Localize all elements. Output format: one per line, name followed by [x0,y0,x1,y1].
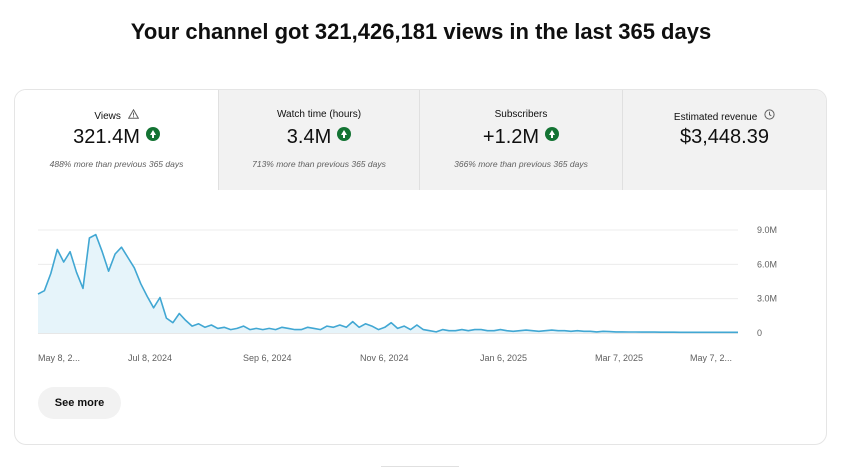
tab-watch-time-comparison: 713% more than previous 365 days [252,159,386,169]
x-tick-label: Mar 7, 2025 [595,353,643,363]
overview-card: Views 321.4M 488% more than previous 365… [14,89,827,445]
tab-revenue[interactable]: Estimated revenue $3,448.39 [623,90,826,190]
see-more-button[interactable]: See more [38,387,121,419]
tab-views-label: Views [94,111,121,122]
views-line [37,233,738,334]
tab-watch-time-label: Watch time (hours) [276,109,362,120]
x-tick-label: Nov 6, 2024 [360,353,409,363]
tab-subscribers[interactable]: Subscribers +1.2M 366% more than previou… [420,90,622,190]
warning-icon[interactable] [127,108,139,122]
views-area [38,234,738,333]
x-tick-label: Jan 6, 2025 [480,353,527,363]
tab-revenue-value: $3,448.39 [680,126,769,148]
views-chart: 9.0M 6.0M 3.0M 0 May 8, 2... Jul 8, 2024 Sep … [37,225,777,363]
x-tick-label: Jul 8, 2024 [128,353,172,363]
page-title: Your channel got 321,426,181 views in th… [130,19,712,44]
tab-subscribers-value: +1.2M [482,126,540,148]
arrow-up-icon [337,127,352,141]
y-tick-label: 9.0M [757,225,777,235]
tab-subscribers-label: Subscribers [494,109,548,120]
tab-views-comparison: 488% more than previous 365 days [49,159,184,169]
tab-watch-time-value: 3.4M [286,126,332,148]
tab-views[interactable]: Views 321.4M 488% more than previous 365… [15,90,218,190]
tab-watch-time[interactable]: Watch time (hours) 3.4M 713% more than p… [219,90,419,190]
tab-divider [419,90,420,190]
arrow-up-icon [145,127,160,141]
x-tick-label: May 7, 2... [690,353,732,363]
x-tick-label: Sep 6, 2024 [243,353,292,363]
tab-divider [622,90,623,190]
y-tick-label: 3.0M [757,294,777,304]
arrow-up-icon [545,127,560,141]
x-tick-label: May 8, 2... [38,353,80,363]
y-tick-label: 6.0M [757,259,777,269]
clock-icon[interactable] [764,109,775,123]
y-tick-label: 0 [757,328,762,338]
tab-divider [218,90,219,190]
tab-subscribers-comparison: 366% more than previous 365 days [454,159,588,169]
tab-views-value: 321.4M [73,126,140,148]
page-divider [381,466,459,473]
tab-revenue-label: Estimated revenue [673,112,758,123]
